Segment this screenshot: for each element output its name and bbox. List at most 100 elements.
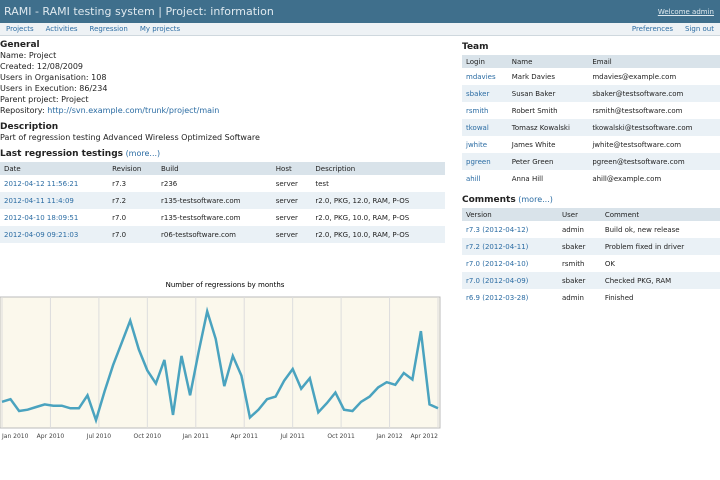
- table-row: 2012-04-09 09:21:03 r7.0 r06-testsoftware.…: [0, 226, 445, 243]
- cell: r2.0, PKG, 12.0, RAM, P-OS: [311, 192, 445, 209]
- nav-link[interactable]: Activities: [45, 25, 78, 33]
- nav-link[interactable]: Sign out: [685, 25, 714, 33]
- cell: Finished: [600, 289, 720, 306]
- cell: r7.3: [108, 175, 157, 192]
- table-row: tkowal Tomasz Kowalski tkowalski@testsoftw…: [462, 119, 720, 136]
- cell[interactable]: r7.3 (2012-04-12): [462, 221, 559, 238]
- cell: rsmith: [558, 255, 601, 272]
- cell[interactable]: 2012-04-11 11:4:09: [0, 192, 109, 209]
- table-row: jwhite James White jwhite@testsoftware.com: [462, 136, 720, 153]
- cell[interactable]: r7.2 (2012-04-11): [462, 238, 559, 255]
- more-link[interactable]: (more...): [518, 195, 553, 204]
- nav-link[interactable]: Projects: [6, 25, 34, 33]
- table-row: sbaker Susan Baker sbaker@testsoftware.com: [462, 85, 720, 102]
- column-header: Date: [0, 162, 109, 175]
- header-row: Login Name Email: [462, 55, 720, 68]
- cell: r7.0: [108, 226, 157, 243]
- cell: sbaker: [558, 238, 601, 255]
- cell: r06-testsoftware.com: [157, 226, 272, 243]
- regression-table: Date Revision Build Host Description 2012-04-…: [0, 162, 445, 243]
- user-link[interactable]: Welcome admin: [657, 8, 714, 16]
- more-link[interactable]: (more...): [125, 149, 161, 158]
- cell: admin: [558, 289, 601, 306]
- column-header: Revision: [108, 162, 157, 175]
- repo-link[interactable]: http://svn.example.com/trunk/project/mai…: [47, 106, 220, 115]
- cell: r135-testsoftware.com: [157, 192, 272, 209]
- cell: admin: [558, 221, 601, 238]
- table-row: 2012-04-12 11:56:21 r7.3 r236 server test: [0, 175, 445, 192]
- cell: r7.2: [108, 192, 157, 209]
- general-lines: Name: Project Created: 12/08/2009 Users in…: [0, 50, 445, 105]
- x-tick-label: Apr 2010: [37, 433, 65, 440]
- nav-left: Projects Activities Regression My projects: [0, 23, 186, 35]
- cell[interactable]: jwhite: [462, 136, 508, 153]
- nav-link[interactable]: Preferences: [631, 25, 674, 33]
- cell: server: [271, 209, 312, 226]
- table-row: r7.0 (2012-04-09) sbaker Checked PKG, RAM: [462, 272, 720, 289]
- info-line: Users in Organisation: 108: [0, 73, 107, 82]
- cell[interactable]: rsmith: [462, 102, 508, 119]
- cell[interactable]: 2012-04-12 11:56:21: [0, 175, 109, 192]
- table-row: 2012-04-11 11:4:09 r7.2 r135-testsoftware.…: [0, 192, 445, 209]
- nav-bar: Projects Activities Regression My projects …: [0, 23, 720, 36]
- table-row: mdavies Mark Davies mdavies@example.com: [462, 68, 720, 85]
- cell: Peter Green: [507, 153, 589, 170]
- column-header: Version: [462, 208, 559, 221]
- nav-link[interactable]: My projects: [139, 25, 181, 33]
- x-tick-label: Jan 2010: [1, 433, 29, 440]
- cell[interactable]: pgreen: [462, 153, 508, 170]
- header-title: RAMI - RAMI testing system | Project: in…: [4, 5, 274, 18]
- section-heading: Description: [0, 122, 59, 132]
- cell[interactable]: 2012-04-09 09:21:03: [0, 226, 109, 243]
- column-header: Login: [462, 55, 508, 68]
- cell: ahill@example.com: [588, 170, 720, 187]
- comments-table: Version User Comment r7.3 (2012-04-12) admin…: [462, 208, 720, 306]
- cell[interactable]: r7.0 (2012-04-09): [462, 272, 559, 289]
- data-line: [1, 306, 439, 425]
- cell[interactable]: r6.9 (2012-03-28): [462, 289, 559, 306]
- cell: Problem fixed in driver: [600, 238, 720, 255]
- description-text: Part of regression testing Advanced Wire…: [0, 133, 260, 142]
- cell: Checked PKG, RAM: [600, 272, 720, 289]
- x-tick-label: Oct 2011: [327, 433, 355, 440]
- cell: rsmith@testsoftware.com: [588, 102, 720, 119]
- table-row: ahill Anna Hill ahill@example.com: [462, 170, 720, 187]
- table-row: pgreen Peter Green pgreen@testsoftware.com: [462, 153, 720, 170]
- cell: server: [271, 226, 312, 243]
- column-header: Email: [588, 55, 720, 68]
- column-header: Description: [311, 162, 445, 175]
- column-header: Host: [271, 162, 312, 175]
- cell: Anna Hill: [507, 170, 589, 187]
- cell: Mark Davies: [507, 68, 589, 85]
- info-line: Name: Project: [0, 51, 57, 60]
- cell: server: [271, 192, 312, 209]
- nav-link[interactable]: Regression: [89, 25, 128, 33]
- table-row: rsmith Robert Smith rsmith@testsoftware.co…: [462, 102, 720, 119]
- cell: r2.0, PKG, 10.0, RAM, P-OS: [311, 209, 445, 226]
- x-tick-label: Apr 2012: [410, 433, 438, 440]
- cell[interactable]: tkowal: [462, 119, 508, 136]
- x-tick-label: Apr 2011: [230, 433, 258, 440]
- cell: server: [271, 175, 312, 192]
- cell[interactable]: mdavies: [462, 68, 508, 85]
- table-row: r6.9 (2012-03-28) admin Finished: [462, 289, 720, 306]
- cell: r236: [157, 175, 272, 192]
- cell: r2.0, PKG, 10.0, RAM, P-OS: [311, 226, 445, 243]
- info-line: Parent project: Project: [0, 95, 89, 104]
- table-row: r7.3 (2012-04-12) admin Build ok, new rele…: [462, 221, 720, 238]
- cell[interactable]: 2012-04-10 18:09:51: [0, 209, 109, 226]
- cell[interactable]: ahill: [462, 170, 508, 187]
- repo-label: Repository:: [0, 106, 45, 115]
- cell: Robert Smith: [507, 102, 589, 119]
- info-line: Created: 12/08/2009: [0, 62, 84, 71]
- cell: OK: [600, 255, 720, 272]
- header: RAMI - RAMI testing system | Project: in…: [0, 0, 720, 23]
- cell: pgreen@testsoftware.com: [588, 153, 720, 170]
- cell[interactable]: r7.0 (2012-04-10): [462, 255, 559, 272]
- cell: sbaker@testsoftware.com: [588, 85, 720, 102]
- table-row: r7.0 (2012-04-10) rsmith OK: [462, 255, 720, 272]
- x-tick-label: Jul 2011: [279, 433, 305, 440]
- cell[interactable]: sbaker: [462, 85, 508, 102]
- chart-title: Number of regressions by months: [166, 281, 285, 289]
